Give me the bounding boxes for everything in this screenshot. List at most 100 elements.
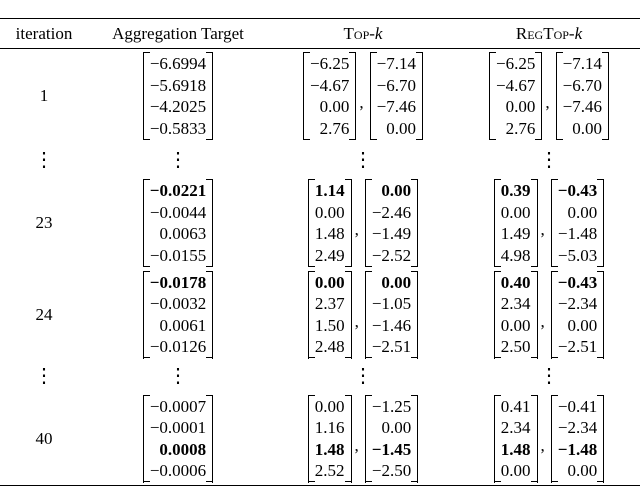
target-cell: −0.0221 −0.0044 0.0063 −0.0155 (88, 177, 268, 270)
vector-entry: 2.34 (500, 418, 531, 438)
table-row: 40 −0.0007 −0.0001 0.0008 −0.0006 0.00 1.16 1.4… (0, 393, 640, 486)
vector-entry: −5.6918 (149, 75, 207, 95)
target-cell: −6.6994 −5.6918 −4.2025 −0.5833 (88, 49, 268, 144)
vector-entry: 2.34 (500, 294, 531, 313)
vector-entry: 0.00 (381, 418, 412, 438)
vector: 0.00 2.37 1.50 2.48 (307, 270, 352, 359)
vector-entry: −6.6994 (149, 54, 207, 74)
vector-entry: −2.50 (371, 461, 412, 481)
vector-entry: −7.46 (376, 97, 416, 117)
vector-entry: 2.37 (314, 294, 345, 313)
vector-entry: 2.48 (314, 337, 345, 356)
vector-entry: 0.00 (567, 315, 598, 335)
vector-entry: 0.00 (500, 315, 531, 335)
vector-entry: 0.00 (500, 461, 531, 481)
table-body: 1 −6.6994 −5.6918 −4.2025 −0.5833 −6.25 −4.67 0… (0, 49, 640, 486)
vector-entry: 0.00 (319, 97, 350, 117)
vector-entry: −7.46 (562, 97, 602, 117)
vector-entry: −0.0006 (149, 461, 207, 481)
topk-cell: ⋮ (353, 365, 373, 387)
vector-entry: −2.34 (557, 294, 598, 313)
vector-entry: 1.49 (500, 224, 531, 243)
vector-entry: −0.0007 (149, 396, 207, 416)
vector: −6.25 −4.67 0.00 2.76 (303, 52, 357, 141)
vector-entry: −7.14 (562, 54, 602, 74)
vector-entry: −7.14 (376, 54, 416, 74)
vector: −0.43 −2.34 0.00 −2.51 (550, 270, 605, 359)
vector-entry: 1.48 (500, 439, 531, 459)
vector-entry: 0.00 (386, 118, 416, 138)
topk-cell: ⋮ (353, 149, 373, 171)
vector-entry: −0.5833 (149, 118, 207, 138)
vector-entry: −0.0044 (149, 202, 207, 222)
regtopk-cell: 0.41 2.34 1.48 0.00, −0.41 −2.34 −1.48 0.00 (458, 393, 640, 486)
topk-cell: 0.00 2.37 1.50 2.48, 0.00 −1.05 −1.46 −2.51 (268, 270, 458, 360)
iteration-cell: 1 (39, 86, 49, 106)
vector-entry: 0.00 (500, 202, 531, 222)
target-cell: −0.0007 −0.0001 0.0008 −0.0006 (88, 393, 268, 486)
vector-entry: 0.00 (381, 272, 412, 292)
vector-entry: −2.51 (557, 337, 598, 356)
comma: , (540, 435, 545, 455)
table-row: ⋮ ⋮ ⋮ ⋮ (0, 360, 640, 393)
vector-entry: 0.0061 (159, 315, 207, 335)
vector: −1.25 0.00 −1.45 −2.50 (364, 394, 419, 483)
vector-entry: 2.50 (500, 337, 531, 356)
vector-entry: −0.0126 (149, 337, 207, 356)
vector: −6.25 −4.67 0.00 2.76 (489, 52, 543, 141)
vector: −0.0221 −0.0044 0.0063 −0.0155 (142, 179, 214, 267)
vector: −6.6994 −5.6918 −4.2025 −0.5833 (142, 52, 214, 141)
vector-entry: −0.43 (557, 272, 598, 292)
vector-entry: 0.00 (314, 396, 345, 416)
vector-entry: 0.00 (314, 202, 345, 222)
vector-entry: 2.76 (319, 118, 350, 138)
vector-entry: −2.51 (371, 337, 412, 356)
vector-entry: −1.48 (557, 224, 598, 243)
column-header: Top-k (268, 19, 458, 49)
vector-entry: 0.00 (505, 97, 536, 117)
table-row: 24 −0.0178 −0.0032 0.0061 −0.0126 0.00 2.37 1.5… (0, 270, 640, 360)
vector-entry: 2.49 (314, 245, 345, 265)
vector-entry: −1.49 (371, 224, 412, 243)
vector-entry: 4.98 (500, 245, 531, 265)
comma: , (540, 220, 545, 239)
vector-entry: −1.05 (371, 294, 412, 313)
iteration-cell: 23 (35, 213, 53, 232)
vector: −7.14 −6.70 −7.46 0.00 (369, 52, 423, 141)
vector-entry: −1.45 (371, 439, 412, 459)
vector: 0.41 2.34 1.48 0.00 (493, 394, 538, 483)
regtopk-cell: −6.25 −4.67 0.00 2.76, −7.14 −6.70 −7.46 0.00 (458, 49, 640, 144)
comma: , (540, 311, 545, 331)
iteration-cell: ⋮ (34, 365, 54, 387)
results-table: iteration Aggregation Target Top-k RegTop-k… (0, 18, 640, 486)
regtopk-cell: 0.39 0.00 1.49 4.98, −0.43 0.00 −1.48 −5.03 (458, 177, 640, 270)
column-header: iteration (15, 23, 73, 43)
header-text: Top- (343, 23, 375, 43)
topk-cell: 0.00 1.16 1.48 2.52, −1.25 0.00 −1.45 −2.50 (268, 393, 458, 486)
vector-entry: 0.00 (572, 118, 602, 138)
vector-entry: 0.0063 (159, 224, 207, 243)
vector-entry: 0.41 (500, 396, 531, 416)
vector-entry: −0.0155 (149, 245, 207, 265)
comma: , (359, 93, 364, 113)
iteration-cell: 40 (35, 428, 53, 448)
vector-entry: −6.70 (376, 75, 416, 95)
vector: 0.00 −2.46 −1.49 −2.52 (364, 179, 419, 267)
target-cell: ⋮ (168, 365, 188, 387)
comma: , (354, 220, 359, 239)
column-header: Aggregation Target (112, 23, 244, 43)
vector-entry: −4.2025 (149, 97, 207, 117)
vector-entry: −6.70 (562, 75, 602, 95)
table-row: 23 −0.0221 −0.0044 0.0063 −0.0155 1.14 0.00 1.4… (0, 177, 640, 270)
regtopk-cell: 0.40 2.34 0.00 2.50, −0.43 −2.34 0.00 −2.51 (458, 270, 640, 360)
vector: −7.14 −6.70 −7.46 0.00 (555, 52, 609, 141)
header-text: RegTop- (515, 23, 575, 43)
vector-entry: −1.25 (371, 396, 412, 416)
regtopk-cell: ⋮ (539, 365, 559, 387)
header-var: k (574, 23, 583, 43)
vector-entry: −2.46 (371, 202, 412, 222)
vector-entry: −2.34 (557, 418, 598, 438)
header-var: k (374, 23, 383, 43)
vector-entry: 1.16 (314, 418, 345, 438)
vector-entry: 0.00 (314, 272, 345, 292)
